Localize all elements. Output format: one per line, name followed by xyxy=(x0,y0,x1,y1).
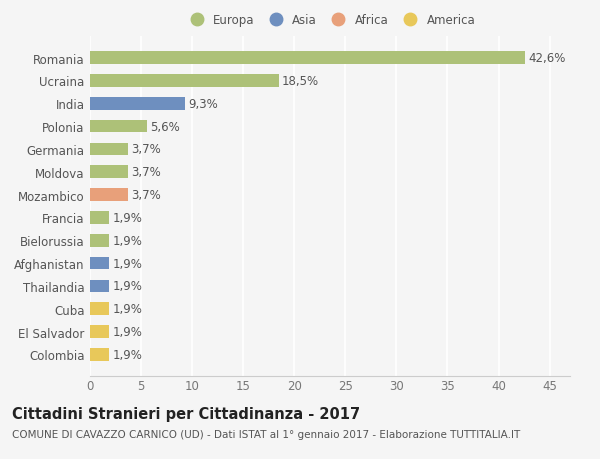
Bar xyxy=(90,280,109,292)
Text: 3,7%: 3,7% xyxy=(131,143,161,156)
Bar xyxy=(90,52,525,65)
Bar xyxy=(90,189,128,202)
Bar xyxy=(90,348,109,361)
Text: Cittadini Stranieri per Cittadinanza - 2017: Cittadini Stranieri per Cittadinanza - 2… xyxy=(12,406,360,421)
Text: 42,6%: 42,6% xyxy=(528,52,566,65)
Bar xyxy=(90,235,109,247)
Bar xyxy=(90,212,109,224)
Text: 9,3%: 9,3% xyxy=(188,97,218,111)
Bar xyxy=(90,303,109,315)
Text: 3,7%: 3,7% xyxy=(131,189,161,202)
Bar xyxy=(90,75,279,88)
Text: 5,6%: 5,6% xyxy=(150,120,180,133)
Text: 1,9%: 1,9% xyxy=(112,212,142,224)
Bar xyxy=(90,121,147,133)
Text: COMUNE DI CAVAZZO CARNICO (UD) - Dati ISTAT al 1° gennaio 2017 - Elaborazione TU: COMUNE DI CAVAZZO CARNICO (UD) - Dati IS… xyxy=(12,429,520,439)
Text: 1,9%: 1,9% xyxy=(112,257,142,270)
Text: 1,9%: 1,9% xyxy=(112,348,142,361)
Text: 1,9%: 1,9% xyxy=(112,302,142,316)
Text: 1,9%: 1,9% xyxy=(112,280,142,293)
Bar xyxy=(90,143,128,156)
Text: 1,9%: 1,9% xyxy=(112,325,142,338)
Bar xyxy=(90,257,109,270)
Text: 18,5%: 18,5% xyxy=(282,75,319,88)
Text: 3,7%: 3,7% xyxy=(131,166,161,179)
Legend: Europa, Asia, Africa, America: Europa, Asia, Africa, America xyxy=(185,15,475,28)
Bar xyxy=(90,166,128,179)
Bar xyxy=(90,325,109,338)
Text: 1,9%: 1,9% xyxy=(112,234,142,247)
Bar xyxy=(90,98,185,110)
